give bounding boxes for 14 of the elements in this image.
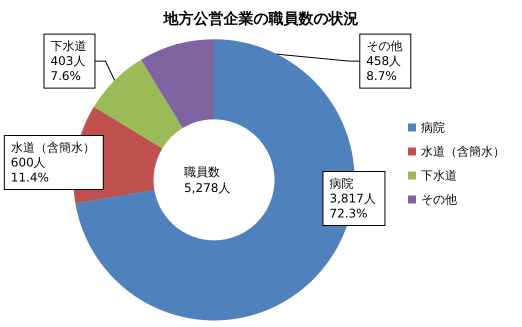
- text: 職員数 5,278人: [184, 164, 230, 195]
- chart-title: 地方公営企業の職員数の状況: [162, 10, 358, 28]
- legend-label: 下水道: [421, 168, 457, 182]
- slice-label: 病院: [329, 176, 354, 190]
- data-label: 3,817人 72.3%: [329, 191, 376, 220]
- legend-label: 病院: [421, 120, 445, 134]
- slice-label: 水道（含簡水）: [10, 140, 95, 154]
- legend-label: 水道（含簡水）: [421, 144, 505, 158]
- data-label: 600人 11.4%: [10, 156, 49, 184]
- data-label: 458人 8.7%: [366, 54, 402, 84]
- legend-label: その他: [421, 192, 457, 206]
- slice-label: 下水道: [50, 39, 86, 54]
- slice-label: その他: [366, 39, 402, 54]
- data-label: 403人 7.6%: [50, 54, 86, 84]
